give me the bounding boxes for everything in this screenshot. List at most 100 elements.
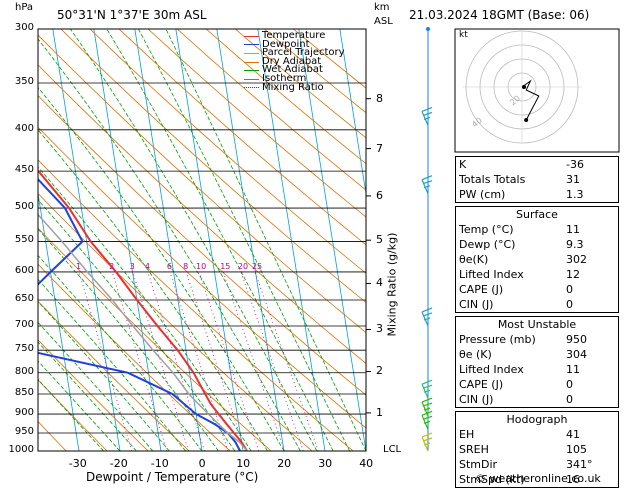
dry-adiabat-line [38, 300, 190, 451]
row-key: Temp (°C) [459, 223, 514, 236]
pressure-tick-label: 500 [14, 201, 34, 213]
legend-item: Temperature [244, 30, 345, 41]
legend-label: Wet Adiabat [262, 64, 323, 76]
dry-adiabat-line [38, 64, 366, 364]
legend-label: Temperature [262, 30, 326, 41]
row-value: -36 [566, 158, 584, 171]
legend: Temperature Dewpoint Parcel Trajectory Dry … [244, 30, 345, 93]
km-tick-label: 6 [376, 188, 383, 202]
table-row: K -36 [456, 157, 618, 172]
x-axis-label: Dewpoint / Temperature (°C) [86, 470, 259, 484]
mixing-ratio-line [132, 271, 189, 451]
dry-adiabat-line [118, 29, 366, 246]
mixing-ratio-label: 6 [166, 261, 172, 271]
wind-barb [421, 175, 433, 194]
pressure-tick-label: 750 [14, 343, 34, 355]
pressure-tick-label: 400 [14, 122, 34, 134]
legend-swatch [244, 87, 259, 89]
row-key: K [459, 158, 467, 171]
isotherm-line [134, 29, 203, 451]
mixing-ratio-line [147, 271, 205, 451]
legend-label: Mixing Ratio [262, 81, 324, 93]
mixing-ratio-axis-label: Mixing Ratio (g/kg) [385, 232, 399, 337]
row-value: 950 [566, 333, 587, 346]
hpa-unit-label: hPa [15, 2, 34, 13]
wind-barb [421, 106, 433, 126]
row-key: CAPE (J) [459, 378, 504, 391]
row-value: 1.3 [566, 188, 584, 201]
legend-swatch [244, 35, 259, 37]
table-row: CIN (J) 0 [456, 297, 618, 312]
pressure-tick-label: 450 [14, 164, 34, 176]
mixing-ratio-label: 1 [75, 261, 82, 271]
km-tick-label: 3 [376, 322, 383, 336]
row-value: 41 [566, 428, 580, 441]
km-tick-label: 1 [376, 405, 383, 419]
isotherm-line [298, 29, 366, 451]
table-row: EH 41 [456, 427, 618, 442]
row-value: 16 [566, 473, 580, 486]
legend-label: Isotherm [262, 72, 307, 84]
pressure-tick-label: 600 [14, 264, 34, 276]
mixing-ratio-label: 2 [109, 261, 115, 271]
isotherm-line [216, 29, 285, 451]
table-row: StmDir 341° [456, 457, 618, 472]
temperature-tick-label: -20 [109, 457, 128, 470]
pressure-tick-label: 300 [14, 22, 34, 33]
row-value: 0 [566, 298, 573, 311]
stability-indices-panel: K -36 Totals Totals 31 PW (cm) 1.3 Surface Tem… [455, 156, 619, 491]
dry-adiabat-line [38, 379, 108, 451]
pressure-tick-label: 700 [14, 318, 34, 330]
mixing-ratio-label: 10 [196, 261, 207, 271]
temperature-tick-label: 40 [359, 457, 374, 470]
mixing-ratio-label: 8 [183, 261, 189, 271]
wet-adiabat-line [38, 321, 154, 451]
indices-table: K -36 Totals Totals 31 PW (cm) 1.3 [455, 156, 619, 203]
location-label: 50°31'N 1°37'E 30m ASL [57, 8, 207, 22]
row-value: 11 [566, 363, 580, 376]
temperature-tick-label: -10 [150, 457, 169, 470]
isotherm-line [339, 29, 366, 197]
table-row: Pressure (mb) 950 [456, 332, 618, 347]
asl-label: ASL [374, 16, 393, 27]
row-value: 302 [566, 253, 587, 266]
temperature-profile [38, 168, 248, 451]
wet-adiabat-line [165, 29, 366, 451]
row-key: EH [459, 428, 475, 441]
row-key: Lifted Index [459, 268, 524, 281]
table-row: CIN (J) 0 [456, 392, 618, 407]
mixing-ratio-line [169, 271, 229, 451]
row-key: Lifted Index [459, 363, 524, 376]
table-row: CAPE (J) 0 [456, 377, 618, 392]
legend-item: Dry Adiabat [244, 57, 345, 67]
temperature-tick-label: 20 [277, 457, 292, 470]
mixing-ratio-label: 4 [144, 261, 150, 271]
most-unstable-table: Most Unstable Pressure (mb) 950 θe (K) 304 Li… [455, 316, 619, 408]
wind-barb [421, 307, 433, 327]
row-key: StmSpd (kt) [459, 473, 525, 486]
pressure-tick-label: 1000 [8, 444, 34, 455]
mixing-ratio-line [254, 271, 319, 451]
km-unit-label: km [374, 2, 390, 13]
mixing-ratio-label: 3 [129, 261, 135, 271]
row-key: SREH [459, 443, 489, 456]
table-row: StmSpd (kt) 16 [456, 472, 618, 487]
row-key: CIN (J) [459, 298, 494, 311]
dry-adiabat-line [147, 29, 366, 218]
table-row: θe (K) 304 [456, 347, 618, 362]
dry-adiabat-line [38, 263, 231, 451]
pressure-tick-label: 900 [14, 407, 34, 419]
row-value: 12 [566, 268, 580, 281]
most-unstable-title: Most Unstable [497, 318, 577, 331]
pressure-tick-label: 350 [14, 76, 34, 88]
row-key: Pressure (mb) [459, 333, 536, 346]
pressure-tick-label: 950 [14, 426, 34, 438]
hodograph-kt-label: kt [459, 30, 468, 40]
row-key: StmDir [459, 458, 498, 471]
row-key: PW (cm) [459, 188, 506, 201]
parcel-trajectory-profile [38, 213, 248, 451]
temperature-tick-label: 30 [318, 457, 333, 470]
legend-swatch [244, 52, 259, 54]
row-value: 9.3 [566, 238, 584, 251]
